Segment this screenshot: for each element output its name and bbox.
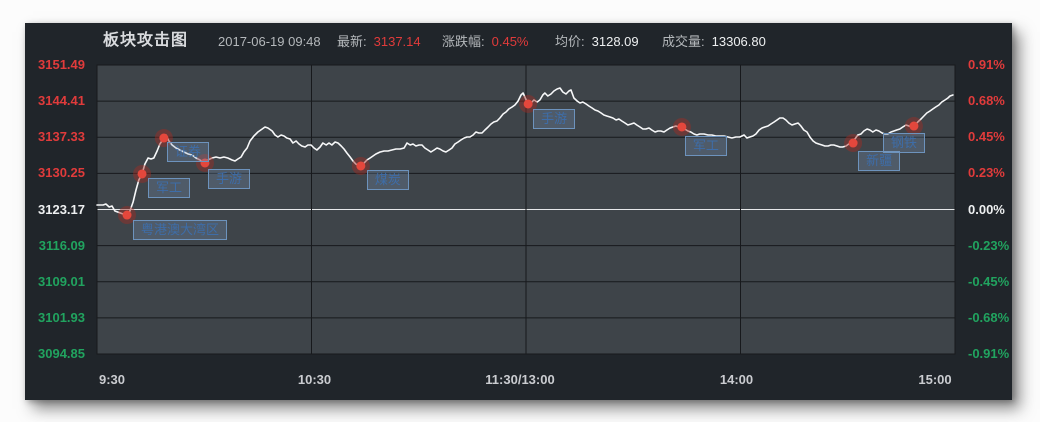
stat-change-percent-label: 涨跌幅: bbox=[442, 34, 485, 49]
y-axis-price-label: 3123.17 bbox=[38, 201, 85, 217]
sector-label[interactable]: 煤炭 bbox=[366, 169, 409, 190]
sector-label[interactable]: 军工 bbox=[148, 177, 191, 198]
y-axis-price-label: 3116.09 bbox=[38, 237, 85, 253]
y-axis-price-label: 3144.41 bbox=[38, 93, 85, 109]
y-axis-percent-label: 0.91% bbox=[968, 57, 1005, 72]
y-axis-percent-label: -0.45% bbox=[968, 273, 1010, 289]
sector-marker-dot[interactable] bbox=[122, 210, 132, 220]
sector-marker-dot[interactable] bbox=[677, 122, 687, 132]
sector-marker-dot[interactable] bbox=[159, 133, 169, 143]
x-axis-time-label: 11:30/13:00 bbox=[485, 372, 555, 387]
plot-border bbox=[96, 64, 956, 355]
x-axis-time-label: 10:30 bbox=[297, 372, 332, 387]
chart-title: 板块攻击图 bbox=[103, 32, 189, 49]
stat-latest: 最新: 3137.14 bbox=[337, 29, 421, 55]
y-axis-percent-label: 0.68% bbox=[968, 93, 1005, 109]
y-axis-percent-label: -0.68% bbox=[968, 309, 1010, 325]
sector-marker-dot[interactable] bbox=[523, 99, 533, 109]
stat-volume-label: 成交量: bbox=[662, 34, 705, 49]
y-axis-price-label: 3151.49 bbox=[38, 57, 85, 72]
stat-volume-value: 13306.80 bbox=[711, 34, 766, 49]
sector-label[interactable]: 军工 bbox=[684, 135, 727, 156]
sector-label[interactable]: 证券 bbox=[166, 142, 209, 162]
y-axis-percent-label: -0.91% bbox=[968, 346, 1010, 361]
price-line-chart[interactable] bbox=[25, 23, 1012, 400]
x-axis-time-label: 9:30 bbox=[98, 372, 126, 387]
sector-label[interactable]: 新疆 bbox=[858, 151, 901, 172]
sector-label[interactable]: 手游 bbox=[207, 168, 250, 189]
stat-latest-value: 3137.14 bbox=[373, 34, 421, 49]
stat-average-price: 均价: 3128.09 bbox=[555, 29, 639, 55]
y-axis-price-label: 3094.85 bbox=[38, 346, 85, 361]
sector-attack-chart-panel: 板块攻击图 2017-06-19 09:48 最新: 3137.14 涨跌幅: … bbox=[25, 23, 1012, 400]
stat-average-price-label: 均价: bbox=[555, 34, 585, 49]
y-axis-price-label: 3130.25 bbox=[38, 165, 85, 181]
sector-marker-dot[interactable] bbox=[200, 158, 210, 168]
stat-average-price-value: 3128.09 bbox=[591, 34, 639, 49]
chart-datetime: 2017-06-19 09:48 bbox=[218, 34, 321, 49]
stat-change-percent-value: 0.45% bbox=[491, 34, 529, 49]
sector-label[interactable]: 手游 bbox=[533, 108, 576, 129]
y-axis-percent-label: 0.45% bbox=[968, 129, 1005, 145]
sector-marker-dot[interactable] bbox=[137, 169, 147, 179]
sector-marker-dot[interactable] bbox=[909, 121, 919, 131]
price-line bbox=[96, 87, 954, 216]
y-axis-percent-label: -0.23% bbox=[968, 237, 1010, 253]
y-axis-price-label: 3137.33 bbox=[38, 129, 85, 145]
stat-change-percent: 涨跌幅: 0.45% bbox=[442, 29, 529, 55]
stat-volume: 成交量: 13306.80 bbox=[662, 29, 766, 55]
sector-label[interactable]: 钢铁 bbox=[882, 133, 925, 154]
stat-latest-label: 最新: bbox=[337, 34, 367, 49]
y-axis-price-label: 3109.01 bbox=[38, 273, 85, 289]
sector-label[interactable]: 粤港澳大湾区 bbox=[133, 220, 228, 240]
sector-marker-dot[interactable] bbox=[356, 161, 366, 171]
y-axis-percent-label: 0.00% bbox=[968, 201, 1005, 217]
y-axis-price-label: 3101.93 bbox=[38, 309, 85, 325]
y-axis-percent-label: 0.23% bbox=[968, 165, 1005, 181]
sector-marker-dot[interactable] bbox=[848, 138, 858, 148]
x-axis-time-label: 15:00 bbox=[918, 372, 952, 387]
x-axis-time-label: 14:00 bbox=[719, 372, 754, 387]
